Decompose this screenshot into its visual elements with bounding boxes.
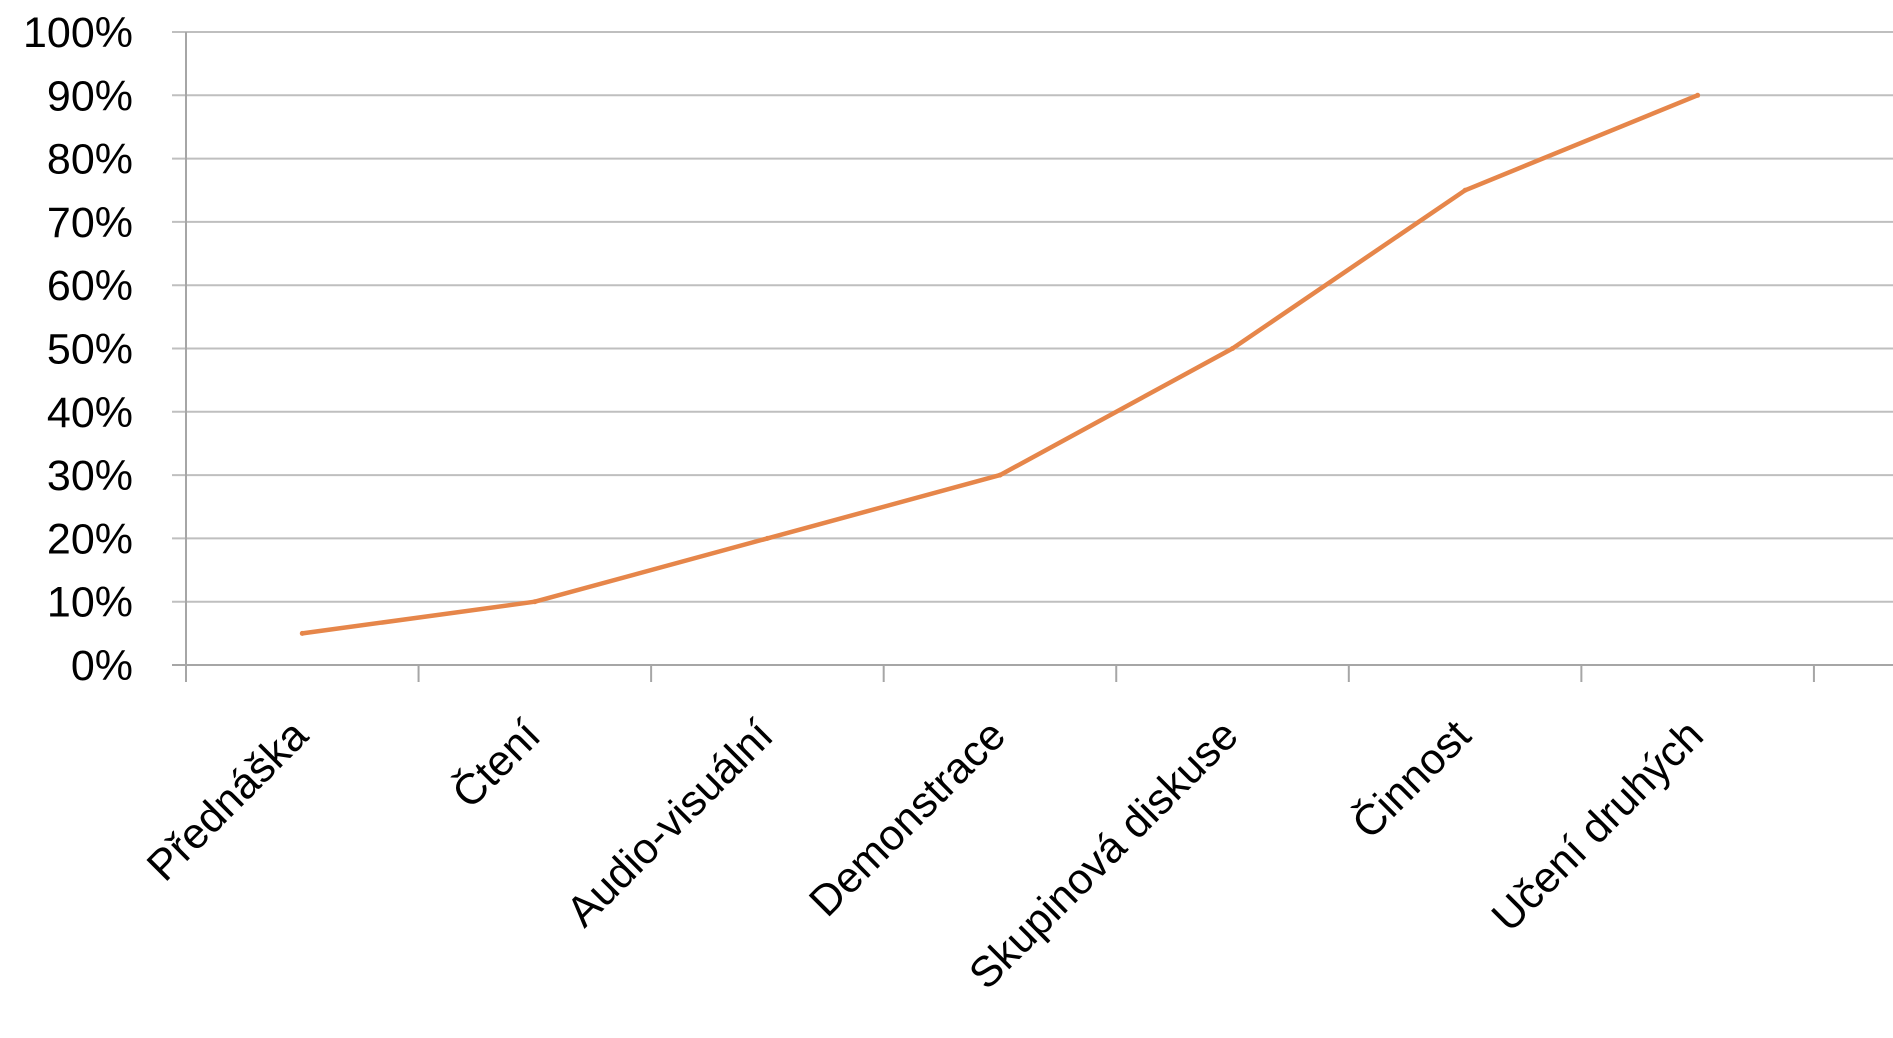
y-tick-label: 60% (47, 262, 133, 310)
series-line (300, 93, 1700, 636)
y-tick-label: 40% (47, 389, 133, 437)
gridlines (172, 31, 1893, 603)
y-tick-label: 100% (23, 9, 133, 57)
x-tick-label: Demonstrace (800, 711, 1015, 926)
y-tick-label: 0% (71, 642, 133, 690)
x-tick-label: Čtení (443, 711, 550, 818)
y-tick-label: 70% (47, 199, 133, 247)
data-point (764, 535, 770, 541)
x-tick-label: Činnost (1343, 711, 1480, 848)
x-axis-tick-labels: Přednáška Čtení Audio-visuální DemonstraceS… (138, 711, 1713, 999)
axes (172, 32, 1893, 682)
y-tick-label: 20% (47, 515, 133, 563)
x-tick-label: Učení druhých (1483, 711, 1713, 941)
data-point (1462, 187, 1468, 193)
y-tick-label: 10% (47, 579, 133, 627)
data-point (532, 599, 538, 605)
y-axis-tick-labels: 0% 10% 20% 30% 40% 50% 60% 70% 80% 90% 100% (23, 9, 133, 690)
y-tick-label: 30% (47, 452, 133, 500)
y-tick-label: 80% (47, 136, 133, 184)
data-point (1695, 92, 1701, 98)
data-point (1230, 346, 1236, 351)
x-tick-label: Přednáška (138, 711, 317, 890)
x-tick-label: Audio-visuální (558, 711, 783, 936)
data-point (299, 630, 305, 636)
y-tick-label: 90% (47, 72, 133, 120)
series (299, 92, 1701, 636)
data-point (997, 472, 1003, 478)
y-tick-label: 50% (47, 326, 133, 374)
